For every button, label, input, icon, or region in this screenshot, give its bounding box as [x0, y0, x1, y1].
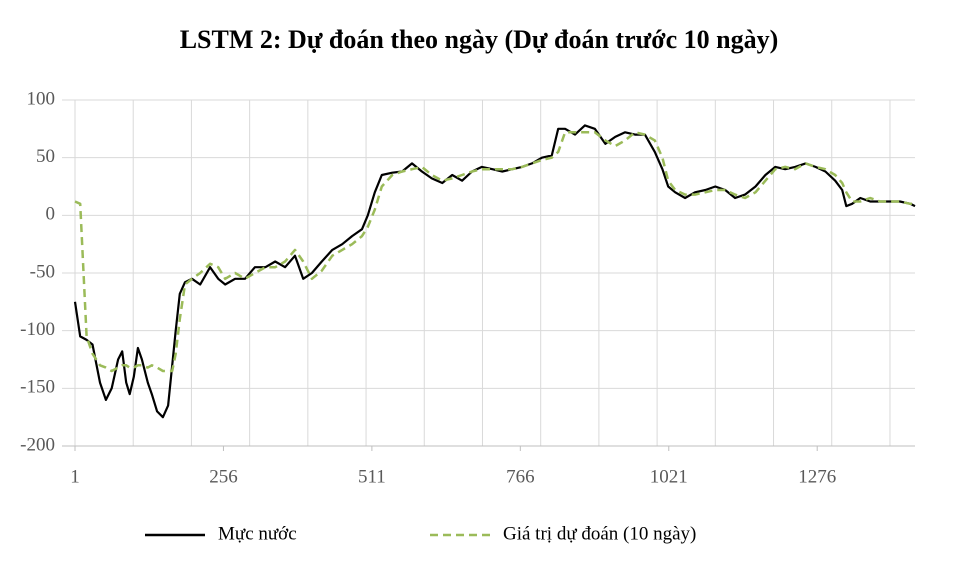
x-tick-label: 1 [70, 466, 80, 487]
x-tick-label: 256 [209, 466, 238, 487]
legend-label: Giá trị dự đoán (10 ngày) [503, 523, 696, 544]
y-tick-label: 0 [46, 204, 56, 225]
legend-label: Mực nước [218, 523, 297, 544]
y-tick-label: -100 [20, 319, 55, 340]
x-tick-label: 1276 [798, 466, 836, 487]
series-line [74, 131, 915, 373]
x-tick-label: 511 [358, 466, 386, 487]
y-tick-label: 50 [36, 146, 55, 167]
y-tick-label: 100 [27, 88, 56, 109]
y-tick-label: -50 [30, 261, 55, 282]
chart-title: LSTM 2: Dự đoán theo ngày (Dự đoán trước… [180, 25, 779, 54]
x-tick-label: 766 [506, 466, 535, 487]
y-tick-label: -200 [20, 434, 55, 455]
y-tick-label: -150 [20, 377, 55, 398]
x-tick-label: 1021 [650, 466, 688, 487]
